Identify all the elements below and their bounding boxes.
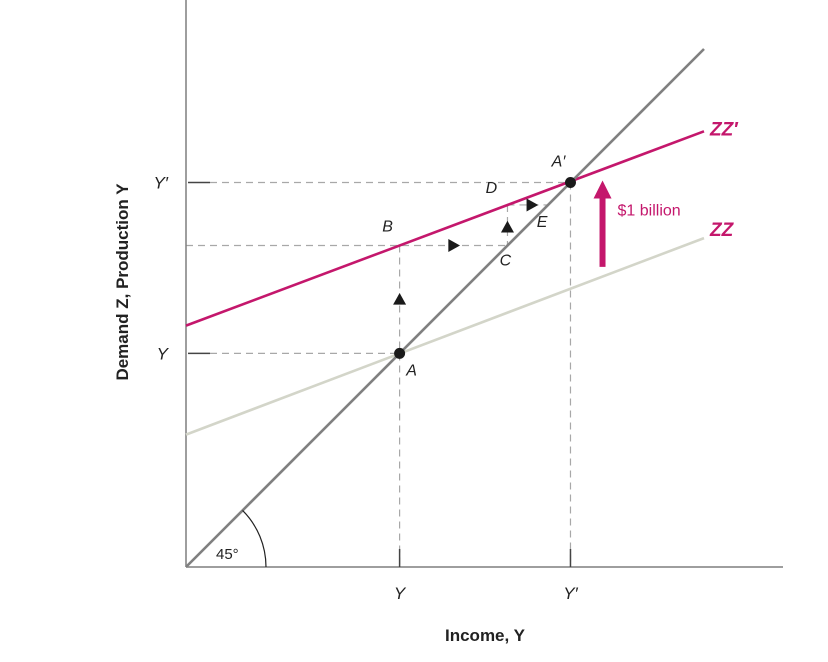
shift-label: $1 billion	[618, 203, 681, 220]
line-labels: ZZ′ ZZ	[709, 119, 739, 241]
step-arrows	[393, 198, 539, 305]
angle-arc	[242, 510, 267, 568]
step-arrow-d-e	[526, 198, 539, 212]
x-tick-label-0: Y	[394, 584, 407, 603]
zz-prime-label: ZZ′	[709, 119, 739, 140]
y-tick-label-1: Y′	[153, 174, 168, 193]
y-tick-label-0: Y	[157, 344, 170, 363]
points: A A′ B C D E	[382, 154, 576, 379]
point-label-4: D	[486, 180, 498, 197]
y-axis-title: Demand Z, Production Y	[113, 183, 132, 381]
shift-annotation: $1 billion	[593, 180, 681, 267]
series-line-zzp	[185, 130, 705, 327]
series-lines	[185, 48, 705, 568]
series-line-diagonal	[185, 48, 705, 568]
tick-labels: Y Y′ Y Y′	[153, 174, 578, 603]
tick-marks	[188, 181, 572, 567]
point-label-5: E	[537, 214, 548, 231]
axes	[185, 0, 783, 568]
point-label-0: A	[405, 362, 417, 379]
zz-label: ZZ	[709, 220, 735, 241]
point-marker-1	[564, 177, 576, 189]
step-arrow-c-d	[500, 220, 514, 233]
angle-label: 45°	[216, 546, 239, 563]
x-tick-label-1: Y′	[563, 584, 578, 603]
point-label-2: B	[382, 219, 393, 236]
step-arrow-b-c	[448, 239, 461, 253]
point-marker-0	[394, 347, 406, 359]
x-axis-title: Income, Y	[445, 626, 526, 645]
step-arrow-a-b	[393, 292, 407, 305]
shift-arrow-head	[593, 180, 612, 199]
series-line-zz	[185, 236, 705, 436]
point-label-1: A′	[551, 154, 567, 171]
point-label-3: C	[500, 253, 512, 270]
